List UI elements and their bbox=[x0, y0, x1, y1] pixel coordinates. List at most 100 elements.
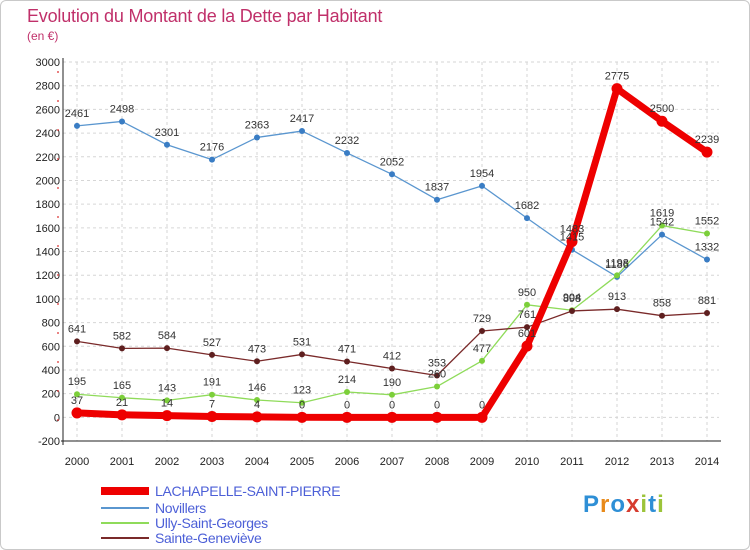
data-label-3: 881 bbox=[698, 295, 716, 307]
data-label-2: 191 bbox=[203, 377, 221, 389]
data-point-3 bbox=[479, 327, 485, 334]
y-tick-label: 1200 bbox=[36, 270, 60, 282]
logo-letter: o bbox=[610, 491, 627, 518]
legend-swatch-sainte-genevieve bbox=[101, 537, 149, 539]
logo-letter: i bbox=[657, 491, 665, 518]
data-point-2 bbox=[389, 391, 395, 398]
data-label-1: 2232 bbox=[335, 135, 359, 147]
data-label-1: 1682 bbox=[515, 200, 539, 212]
data-point-3 bbox=[299, 351, 305, 358]
legend-label-novillers: Novillers bbox=[155, 500, 206, 516]
data-label-3: 527 bbox=[203, 337, 221, 349]
y-tick-label: 2000 bbox=[36, 175, 60, 187]
data-point-2 bbox=[479, 357, 485, 364]
legend-label-lachapelle: LACHAPELLE-SAINT-PIERRE bbox=[155, 483, 341, 499]
data-point-3 bbox=[614, 306, 620, 313]
data-label-1: 2363 bbox=[245, 119, 269, 131]
data-point-1 bbox=[209, 156, 215, 163]
data-point-2 bbox=[209, 391, 215, 398]
y-tick-label: 2800 bbox=[36, 81, 60, 93]
data-point-3 bbox=[164, 345, 170, 352]
data-point-2 bbox=[614, 272, 620, 279]
y-tick-label: 800 bbox=[42, 318, 60, 330]
data-label-3: 412 bbox=[383, 351, 401, 363]
data-label-3: 353 bbox=[428, 358, 446, 370]
data-point-3 bbox=[704, 309, 710, 316]
logo-letter: x bbox=[626, 491, 641, 518]
x-tick-label: 2012 bbox=[605, 456, 629, 468]
data-label-0: 0 bbox=[344, 399, 350, 411]
x-tick-label: 2009 bbox=[470, 456, 494, 468]
data-label-0: 601 bbox=[518, 328, 536, 340]
y-tick-label: 2200 bbox=[36, 152, 60, 164]
data-label-1: 2301 bbox=[155, 127, 179, 139]
data-point-2 bbox=[254, 397, 260, 404]
data-point-0 bbox=[431, 411, 443, 423]
logo-letter: P bbox=[583, 491, 601, 518]
data-point-0 bbox=[251, 411, 263, 423]
data-point-0 bbox=[341, 411, 353, 423]
data-label-0: 2500 bbox=[650, 103, 674, 115]
chart-title: Evolution du Montant de la Dette par Hab… bbox=[27, 6, 383, 26]
data-label-0: 1483 bbox=[560, 224, 584, 236]
data-label-1: 1332 bbox=[695, 242, 719, 254]
data-point-0 bbox=[116, 409, 128, 421]
data-point-3 bbox=[569, 307, 575, 314]
data-point-2 bbox=[164, 397, 170, 404]
data-label-2: 190 bbox=[383, 377, 401, 389]
data-label-3: 473 bbox=[248, 343, 266, 355]
logo-letter: r bbox=[600, 491, 611, 518]
data-point-1 bbox=[344, 149, 350, 156]
x-tick-label: 2010 bbox=[515, 456, 539, 468]
data-label-2: 1552 bbox=[695, 215, 719, 227]
legend-label-sainte-genevieve: Sainte-Geneviève bbox=[155, 530, 262, 546]
data-label-2: 904 bbox=[563, 292, 581, 304]
data-point-0 bbox=[296, 411, 308, 423]
data-point-2 bbox=[659, 222, 665, 229]
data-point-1 bbox=[479, 182, 485, 189]
logo-letter: t bbox=[648, 491, 658, 518]
data-point-1 bbox=[434, 196, 440, 203]
data-point-2 bbox=[119, 394, 125, 401]
data-label-0: 0 bbox=[479, 399, 485, 411]
x-tick-label: 2004 bbox=[245, 456, 269, 468]
data-point-3 bbox=[389, 365, 395, 372]
data-label-2: 143 bbox=[158, 382, 176, 394]
y-tick-label: -200 bbox=[38, 436, 60, 448]
data-label-2: 950 bbox=[518, 287, 536, 299]
x-tick-label: 2005 bbox=[290, 456, 314, 468]
x-tick-label: 2007 bbox=[380, 456, 404, 468]
x-tick-label: 2014 bbox=[695, 456, 719, 468]
data-point-2 bbox=[74, 391, 80, 398]
data-label-1: 2461 bbox=[65, 108, 89, 120]
data-label-2: 165 bbox=[113, 380, 131, 392]
data-label-3: 641 bbox=[68, 323, 86, 335]
data-point-1 bbox=[119, 118, 125, 125]
data-label-3: 729 bbox=[473, 313, 491, 325]
data-label-2: 123 bbox=[293, 385, 311, 397]
y-tick-label: 1800 bbox=[36, 199, 60, 211]
data-label-0: 2775 bbox=[605, 71, 629, 83]
y-tick-label: 1600 bbox=[36, 223, 60, 235]
data-label-1: 1837 bbox=[425, 182, 449, 194]
legend-label-ully: Ully-Saint-Georges bbox=[155, 515, 268, 531]
chart-unit-subtitle: (en €) bbox=[27, 29, 59, 43]
data-point-0 bbox=[611, 83, 623, 95]
data-label-0: 0 bbox=[389, 399, 395, 411]
y-tick-label: 2400 bbox=[36, 128, 60, 140]
logo-letter: i bbox=[640, 491, 649, 518]
data-point-3 bbox=[254, 358, 260, 365]
y-tick-label: 400 bbox=[42, 365, 60, 377]
data-point-3 bbox=[344, 358, 350, 365]
data-label-3: 858 bbox=[653, 298, 671, 310]
data-label-2: 260 bbox=[428, 369, 446, 381]
x-tick-label: 2001 bbox=[110, 456, 134, 468]
data-label-2: 195 bbox=[68, 376, 86, 388]
x-tick-label: 2011 bbox=[560, 456, 584, 468]
data-point-2 bbox=[524, 301, 530, 308]
data-label-3: 531 bbox=[293, 336, 311, 348]
x-tick-label: 2002 bbox=[155, 456, 179, 468]
legend-swatch-ully bbox=[101, 522, 149, 524]
data-label-0: 7 bbox=[209, 398, 215, 410]
